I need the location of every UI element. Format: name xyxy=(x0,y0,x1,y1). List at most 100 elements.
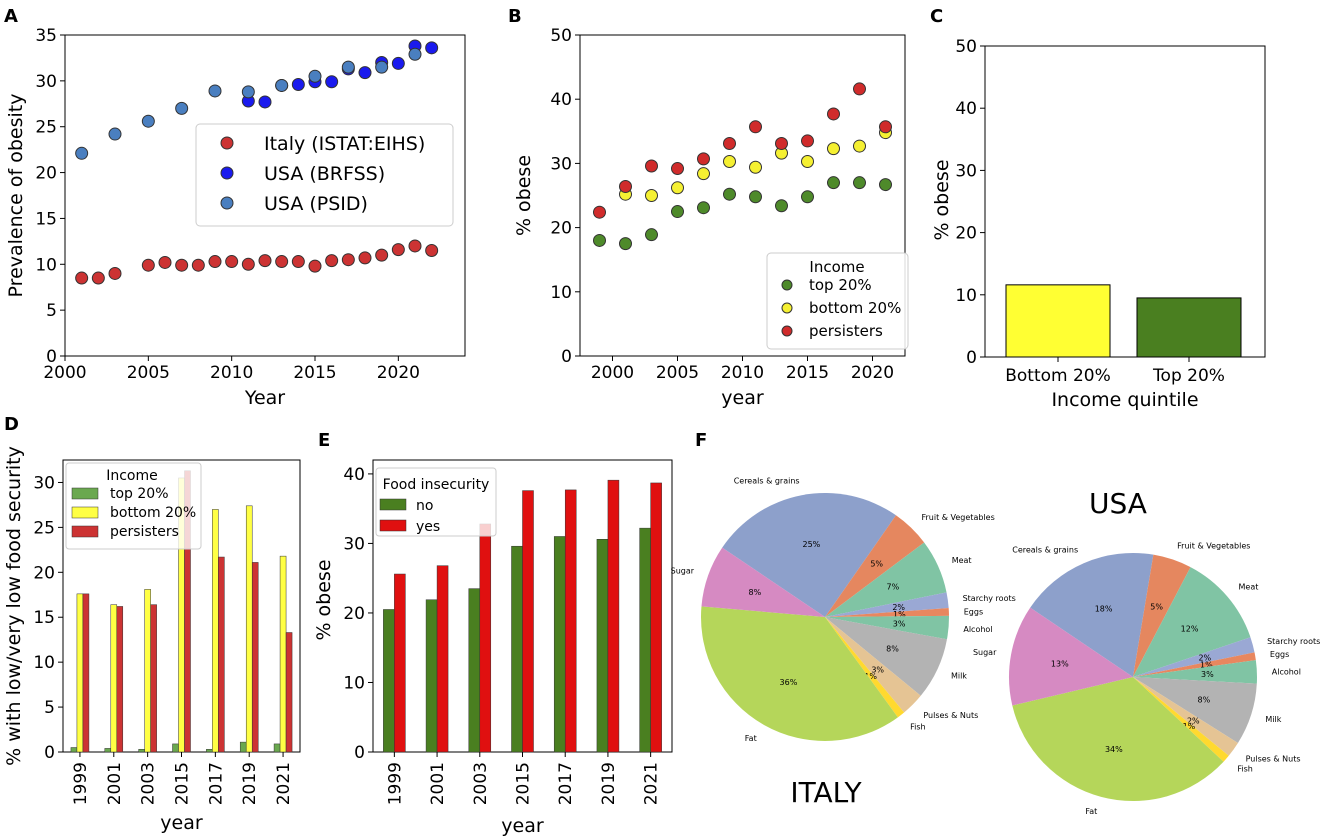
legend-swatch xyxy=(379,498,407,511)
y-tick-label: 15 xyxy=(35,209,57,229)
panel-letter-b: B xyxy=(508,6,522,27)
point-2 xyxy=(749,120,762,134)
x-tick-label: 2021 xyxy=(642,762,662,805)
bar xyxy=(212,509,219,753)
point-0 xyxy=(723,187,736,201)
point-2 xyxy=(275,78,289,92)
y-tick-label: 20 xyxy=(550,219,572,239)
point-0 xyxy=(697,201,710,215)
y-tick-label: 10 xyxy=(35,255,57,275)
y-tick-label: 20 xyxy=(955,224,977,244)
pie-slice xyxy=(701,606,898,741)
x-tick-label: 2015 xyxy=(293,363,336,383)
panel-letter-e: E xyxy=(318,430,330,451)
slice-label: Meat xyxy=(952,556,972,565)
bar xyxy=(650,482,662,753)
slice-label: Fat xyxy=(1085,807,1097,816)
slice-label: Fish xyxy=(910,723,925,732)
slice-label: Cereals & grains xyxy=(1012,545,1078,554)
point-0 xyxy=(141,258,155,272)
legend-label: persisters xyxy=(110,524,179,540)
x-tick-label: 1999 xyxy=(71,762,91,805)
legend: Food insecurity no yes xyxy=(375,467,497,537)
panel-letter-f: F xyxy=(695,430,707,451)
legend-label: yes xyxy=(416,519,440,535)
slice-pct: 8% xyxy=(1198,696,1211,705)
point-2 xyxy=(853,82,866,96)
point-1 xyxy=(391,56,405,70)
bar xyxy=(172,743,179,753)
point-1 xyxy=(258,95,272,109)
x-tick-label: 2020 xyxy=(377,363,420,383)
y-tick-label: 0 xyxy=(44,743,55,763)
bar xyxy=(245,505,253,753)
point-0 xyxy=(425,244,439,258)
pie-slice xyxy=(1133,660,1257,684)
bar xyxy=(104,748,112,753)
point-2 xyxy=(879,120,892,134)
x-tick-label: 2015 xyxy=(514,762,534,805)
legend-title: Food insecurity xyxy=(383,477,490,493)
slice-pct: 2% xyxy=(1187,717,1200,726)
bar xyxy=(82,593,90,753)
point-2 xyxy=(697,152,710,166)
point-2 xyxy=(723,136,736,150)
pie-slice xyxy=(825,592,949,617)
y-tick-label: 40 xyxy=(343,465,365,485)
slice-pct: 7% xyxy=(887,583,900,592)
point-2 xyxy=(775,136,788,150)
panel-b: 2000 2005 2010 2015 2020 0 10 20 30 40 50 year % obe… xyxy=(513,26,909,409)
x-tick-label: 2015 xyxy=(173,762,193,805)
legend-label: no xyxy=(416,498,433,514)
x-tick-label: 2019 xyxy=(599,762,619,805)
point-0 xyxy=(853,176,866,190)
point-2 xyxy=(593,205,606,219)
bar xyxy=(639,527,651,753)
pie-slice xyxy=(825,515,925,617)
y-axis-label: % obese xyxy=(931,159,953,240)
slice-pct: 3% xyxy=(871,666,884,675)
slice-pct: 36% xyxy=(780,678,798,687)
bar xyxy=(218,556,225,753)
point-2 xyxy=(801,134,814,148)
x-tick-label: 2000 xyxy=(43,363,86,383)
y-tick-label: 25 xyxy=(35,118,57,138)
point-0 xyxy=(275,255,289,269)
y-tick-label: 50 xyxy=(550,26,572,46)
slice-pct: 1% xyxy=(1183,722,1196,731)
legend-marker xyxy=(220,166,234,180)
pie-slice xyxy=(1012,677,1224,802)
pie-title: ITALY xyxy=(790,776,862,809)
pie-slice xyxy=(1133,677,1238,756)
y-tick-label: 40 xyxy=(955,99,977,119)
x-tick-label: 2000 xyxy=(591,363,634,383)
slice-label: Eggs xyxy=(964,607,983,616)
y-axis-label: % obese xyxy=(313,559,335,640)
slice-pct: 25% xyxy=(802,540,820,549)
bar xyxy=(596,539,609,753)
legend-marker xyxy=(220,136,234,150)
bar xyxy=(273,743,281,753)
slice-label: Milk xyxy=(951,671,967,680)
pie-slice xyxy=(701,547,825,617)
bar xyxy=(70,747,78,753)
point-2 xyxy=(208,84,222,98)
x-axis-label: Income quintile xyxy=(1051,389,1198,411)
bar xyxy=(553,536,566,753)
legend-marker xyxy=(781,325,793,337)
point-0 xyxy=(375,248,389,262)
x-tick-label: 2010 xyxy=(210,363,253,383)
slice-label: Pulses & Nuts xyxy=(923,711,978,720)
y-tick-label: 30 xyxy=(35,72,57,92)
slice-pct: 8% xyxy=(886,644,899,653)
y-tick-label: 10 xyxy=(550,283,572,303)
slice-label: Starchy roots xyxy=(963,594,1016,603)
point-0 xyxy=(108,266,122,280)
y-tick-label: 20 xyxy=(33,563,55,583)
point-2 xyxy=(375,60,389,74)
legend-swatch xyxy=(71,525,99,538)
x-tick-label: 2003 xyxy=(471,762,491,805)
point-1 xyxy=(723,154,736,168)
point-0 xyxy=(208,255,222,269)
legend: Italy (ISTAT:EIHS) USA (BRFSS) USA (PSID) xyxy=(195,123,454,227)
